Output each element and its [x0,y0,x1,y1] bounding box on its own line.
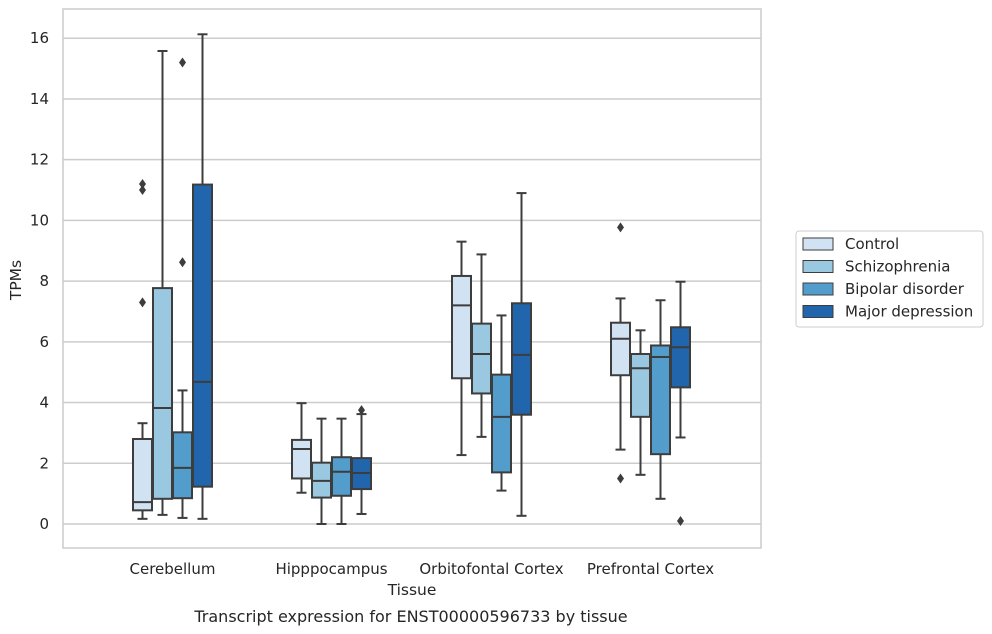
grid-lines [63,37,761,525]
outlier-point [617,222,624,233]
x-tick-labels: Cerebellum Hipppocampus Orbitofontal Corte… [130,560,715,578]
box-schizophrenia [152,49,173,516]
box-iqr [152,287,173,500]
box-major-depression [511,192,532,517]
legend-swatch [802,260,834,273]
x-axis-title: Tissue [387,581,437,599]
legend-swatch [802,305,834,318]
y-tick-label: 2 [39,454,49,472]
x-tick-label: Orbitofontal Cortex [419,560,563,578]
outlier-point [617,473,624,484]
box-iqr [132,437,153,512]
box-major-depression [670,280,691,526]
box-bipolar-disorder [491,314,512,492]
legend-label: Major depression [845,303,973,321]
outlier-point [139,178,146,189]
outlier-point [677,515,684,526]
box-iqr [630,352,651,418]
outlier-point [139,297,146,308]
box-bipolar-disorder [331,417,352,525]
box-control [451,240,472,457]
y-tick-label: 14 [30,90,49,108]
legend-items: Control Schizophrenia Bipolar disorder Majo… [802,235,973,321]
legend: Control Schizophrenia Bipolar disorder Majo… [795,230,984,328]
chart-caption: Transcript expression for ENST0000059673… [193,607,627,626]
outlier-point [358,405,365,416]
box-iqr [291,438,312,480]
y-tick-label: 0 [39,515,49,533]
y-tick-labels: 0 2 4 6 8 10 12 14 16 [30,29,49,533]
box-iqr [650,344,671,456]
legend-label: Schizophrenia [845,258,950,276]
box-iqr [451,274,472,380]
y-tick-label: 6 [39,333,49,351]
x-tick-label: Prefrontal Cortex [587,560,714,578]
y-axis-title: TPMs [7,260,25,301]
x-tick-label: Hipppocampus [275,560,387,578]
box-major-depression [351,405,372,515]
box-control [132,178,153,520]
box-iqr [192,183,213,488]
box-iqr [511,302,532,416]
outlier-point [179,57,186,68]
box-iqr [491,373,512,474]
y-tick-label: 8 [39,272,49,290]
y-tick-label: 4 [39,394,49,412]
x-tick-label: Cerebellum [130,560,216,578]
outlier-point [139,185,146,196]
box-major-depression [192,33,213,520]
box-iqr [331,456,352,497]
outlier-point [179,257,186,268]
plot-area-frame [62,8,762,549]
legend-label: Control [845,235,899,253]
box-schizophrenia [471,253,492,438]
box-iqr [471,322,492,395]
legend-swatch [802,282,834,296]
box-control [291,402,312,494]
y-tick-label: 16 [30,29,49,47]
box-iqr [172,431,193,500]
legend-label: Bipolar disorder [845,280,965,298]
legend-swatch [802,237,834,251]
box-iqr [670,326,691,389]
boxes [132,33,691,526]
box-schizophrenia [311,417,332,525]
y-tick-label: 10 [30,211,49,229]
box-control [610,222,631,484]
legend-frame [795,230,984,328]
box-iqr [610,321,631,377]
box-bipolar-disorder [650,299,671,500]
y-tick-label: 12 [30,151,49,169]
